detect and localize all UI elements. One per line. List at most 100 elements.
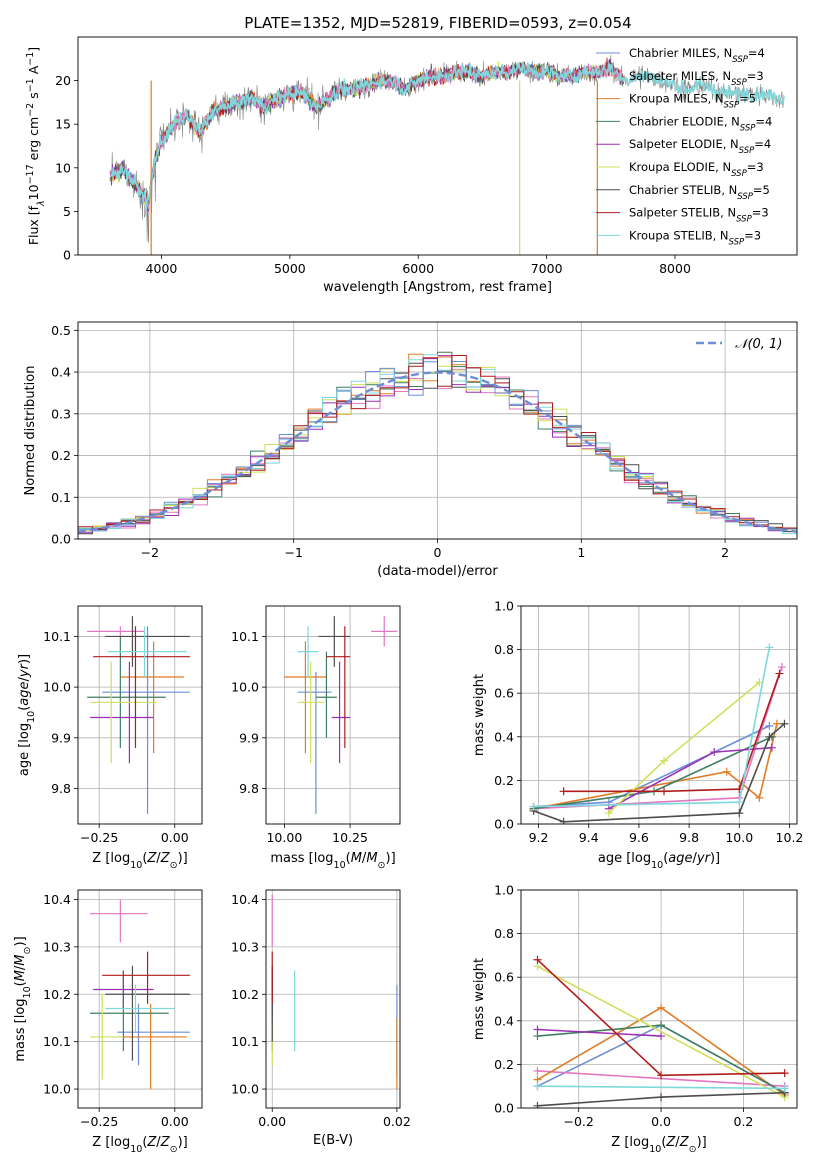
y-tick-label: 9.9 (51, 730, 71, 745)
residuals-legend: 𝒩(0, 1) (696, 337, 782, 352)
model-spectrum (110, 61, 785, 210)
x-axis-label: E(B-V) (313, 1133, 353, 1148)
y-tick-label: 10.1 (43, 1034, 71, 1049)
legend-entry: Kroupa STELIB, NSSP=3 (629, 228, 761, 247)
legend-text: Salpeter ELODIE, N (629, 137, 739, 151)
ticks: −0.25 0.00 10.0 10.1 10.2 10.3 10.4 (43, 892, 189, 1129)
legend-entry: Chabrier ELODIE, NSSP=4 (629, 114, 772, 133)
axes-frame (520, 889, 798, 1109)
legend-text: =3 (744, 228, 761, 242)
legend-text: =3 (752, 206, 769, 220)
x-tick-label: 4000 (146, 261, 178, 276)
y-tick-label: 9.8 (239, 781, 259, 796)
y-tick-label: 0.1 (51, 490, 71, 505)
legend-entry: Salpeter STELIB, NSSP=3 (629, 206, 769, 225)
weight-marker (780, 719, 789, 728)
x-tick-label: 6000 (402, 261, 434, 276)
x-tick-label: 10.0 (725, 830, 753, 845)
y-tick-label: 20 (55, 73, 71, 88)
axes-frame (265, 889, 401, 1109)
x-tick-label: −0.25 (80, 1114, 118, 1129)
x-tick-label: 0.2 (734, 1114, 754, 1129)
x-tick-label: 0.00 (161, 1114, 189, 1129)
weight-marker (559, 817, 568, 824)
x-axis-label: (data-model)/error (377, 564, 498, 579)
errorbars (90, 899, 190, 1090)
weight-series-line (533, 725, 770, 808)
grid-lines (266, 606, 400, 824)
weight-marker (660, 756, 669, 765)
y-tick-label: 10.0 (231, 1082, 259, 1097)
legend-text: =4 (748, 46, 765, 60)
axes-frame (77, 321, 798, 540)
x-tick-label: 0.00 (258, 1114, 286, 1129)
legend-text: Kroupa ELODIE, N (629, 160, 731, 174)
y-tick-label: 0.6 (494, 686, 514, 701)
weight-marker (657, 1003, 666, 1012)
legend-subscript: SSP (736, 215, 752, 225)
y-tick-label: 10.4 (231, 892, 259, 907)
weight-marker (660, 787, 669, 796)
grid-lines (78, 890, 202, 1108)
ticks: −0.25 0.00 9.8 9.9 10.0 10.1 (43, 629, 189, 845)
x-axis-label: mass [log10(M/M⊙)] (270, 851, 395, 871)
weight-marker (735, 809, 744, 818)
axes-frame (77, 605, 203, 825)
legend-subscript: SSP (729, 237, 745, 247)
y-tick-label: 0.8 (494, 926, 514, 941)
axes-frame (77, 889, 203, 1109)
residual-histogram (78, 354, 797, 535)
legend-entry: Chabrier STELIB, NSSP=5 (629, 183, 770, 202)
x-tick-label: 10.00 (266, 830, 302, 845)
y-tick-label: 10.0 (43, 1082, 71, 1097)
grid-lines (78, 606, 202, 824)
weight-marker (710, 748, 719, 757)
weight-lines (533, 955, 789, 1108)
y-tick-label: 0.0 (494, 1101, 514, 1116)
legend-subscript: SSP (731, 169, 747, 179)
legend: Chabrier MILES, NSSP=4 Salpeter MILES, N S… (596, 46, 772, 247)
errorbars (284, 616, 398, 814)
x-tick-label: 0.0 (651, 1114, 671, 1129)
y-tick-label: 9.9 (239, 730, 259, 745)
age-vs-z-chart: −0.25 0.00 9.8 9.9 10.0 10.1 Z [log10(Z/Z⊙)] ag… (17, 605, 203, 871)
y-tick-label: 0.2 (494, 773, 514, 788)
legend-text: =5 (739, 92, 756, 106)
ticks: 4000 5000 6000 7000 8000 0 5 10 15 20 (55, 73, 691, 276)
mass-vs-z-chart: −0.25 0.00 10.0 10.1 10.2 10.3 10.4 Z [log10(Z/… (13, 889, 203, 1155)
x-tick-label: 8000 (659, 261, 691, 276)
legend-text: Salpeter MILES, N (629, 69, 731, 83)
residuals-chart: −2 −1 0 1 2 0.0 0.1 0.2 0.3 0.4 0.5 (data-model)/er… (23, 321, 798, 579)
y-tick-label: 10.1 (231, 1034, 259, 1049)
y-tick-label: 10.4 (43, 892, 71, 907)
weight-marker (533, 1101, 542, 1108)
weight-marker (780, 1084, 789, 1093)
legend-entry: Kroupa MILES, NSSP=5 (629, 92, 756, 111)
weight-marker (775, 669, 784, 678)
gaussian-curve (78, 371, 797, 533)
spectrum-chart: 4000 5000 6000 7000 8000 0 5 10 15 20 wavelength [… (25, 36, 798, 295)
weight-marker (765, 643, 774, 652)
ticks: 9.2 9.4 9.6 9.8 10.0 10.2 0.0 0.2 0.4 0.6 0.8 1.0 (494, 599, 803, 846)
grid-lines (266, 890, 400, 1108)
legend-subscript: SSP (737, 192, 753, 202)
legend-entry: Chabrier MILES, NSSP=4 (629, 46, 765, 65)
weight-marker (735, 798, 744, 807)
y-tick-label: 1.0 (494, 599, 514, 614)
y-tick-label: 10.3 (231, 939, 259, 954)
x-tick-label: −1 (284, 545, 302, 560)
y-tick-label: 0.2 (51, 448, 71, 463)
histogram-lines (78, 351, 797, 537)
weight-series-line (537, 1028, 662, 1037)
x-tick-label: 0.00 (161, 830, 189, 845)
y-tick-label: 10.0 (43, 680, 71, 695)
y-tick-label: 0.0 (494, 817, 514, 832)
y-tick-label: 15 (55, 117, 71, 132)
ticks: −2 −1 0 1 2 0.0 0.1 0.2 0.3 0.4 0.5 (51, 323, 729, 560)
y-tick-label: 0.0 (51, 532, 71, 547)
weight-marker (780, 1069, 789, 1078)
y-tick-label: 10.3 (43, 939, 71, 954)
weight-marker (533, 1082, 542, 1091)
weight-marker (765, 732, 774, 741)
weight-marker (533, 1025, 542, 1034)
